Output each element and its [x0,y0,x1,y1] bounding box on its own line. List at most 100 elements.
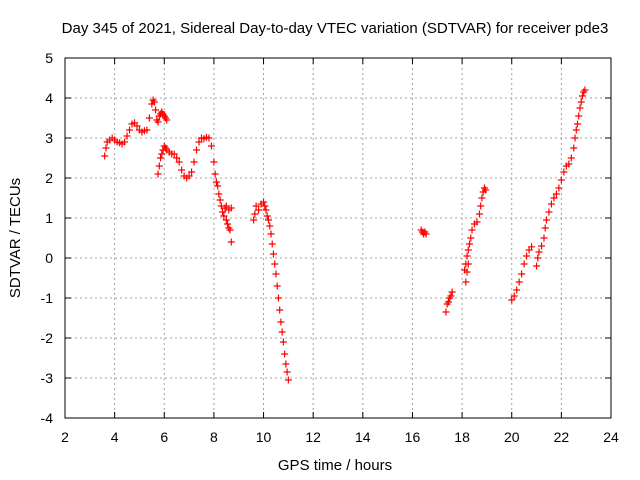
data-point [542,216,550,224]
chart-title: Day 345 of 2021, Sidereal Day-to-day VTE… [62,20,609,37]
data-point [513,286,521,294]
data-point [175,158,183,166]
y-tick-label: -1 [41,290,54,306]
data-point [157,154,165,162]
data-point [581,86,589,94]
data-point [224,220,232,228]
data-point [448,288,456,296]
data-point [534,254,542,262]
data-point [268,240,276,248]
data-point [508,296,516,304]
data-point [444,298,452,306]
data-point [263,212,271,220]
data-point [573,120,581,128]
y-tick-labels: -4 -3 -2 -1 0 1 2 3 4 5 [41,50,54,426]
x-tick-label: 12 [305,429,321,445]
data-point [219,208,227,216]
data-point [222,202,230,210]
data-point [102,144,110,152]
data-point [565,160,573,168]
data-point [185,172,193,180]
data-point [211,170,219,178]
y-tick-label: 3 [45,130,53,146]
data-point [178,166,186,174]
data-point [205,134,213,142]
data-point [255,206,263,214]
data-point [252,202,260,210]
data-point [188,168,196,176]
data-point [545,208,553,216]
data-point [284,376,292,384]
x-axis-label: GPS time / hours [278,457,392,474]
data-point [227,238,235,246]
data-point [155,162,163,170]
data-point [216,196,224,204]
data-point [278,328,286,336]
y-tick-label: 4 [45,90,53,106]
data-point [266,222,274,230]
data-point [570,144,578,152]
data-point [163,116,171,124]
x-tick-label: 22 [554,429,570,445]
data-point [518,270,526,278]
data-point [152,106,160,114]
data-point [265,216,273,224]
data-point [442,308,450,316]
data-point [193,146,201,154]
data-point [212,178,220,186]
data-point [571,134,579,142]
y-tick-label: 5 [45,50,53,66]
data-point [170,150,178,158]
axis-ticks [64,57,612,419]
data-point [250,216,258,224]
data-point [473,218,481,226]
data-point [226,226,234,234]
data-point [523,252,531,260]
data-point [261,202,269,210]
x-tick-label: 20 [504,429,520,445]
data-point [150,98,158,106]
data-point [528,243,536,251]
data-point [533,262,541,270]
data-point [282,360,290,368]
data-point [510,292,518,300]
data-point [541,224,549,232]
data-point [557,176,565,184]
data-point [277,318,285,326]
data-point [468,226,476,234]
data-point [133,122,141,130]
data-point [173,154,181,162]
x-tick-labels: 2 4 6 8 10 12 14 16 18 20 22 24 [61,429,619,445]
data-point [538,242,546,250]
data-point [251,210,259,218]
data-point [276,306,284,314]
data-point [550,194,558,202]
x-tick-label: 14 [355,429,371,445]
grid-lines [65,58,611,418]
data-point [567,154,575,162]
data-point [475,210,483,218]
data-point [262,206,270,214]
x-tick-label: 6 [160,429,168,445]
data-point [464,260,472,268]
data-point [227,204,235,212]
data-point [464,246,472,254]
data-point [422,230,430,238]
data-point [274,294,282,302]
data-point [101,152,109,160]
y-tick-label: -4 [41,410,54,426]
x-tick-label: 2 [61,429,69,445]
data-point [477,202,485,210]
y-tick-label: 1 [45,210,53,226]
data-point [572,126,580,134]
y-tick-label: 2 [45,170,53,186]
data-point [560,168,568,176]
data-point [520,260,528,268]
data-point [195,138,203,146]
data-point [190,158,198,166]
data-point [123,132,131,140]
data-point [478,194,486,202]
y-tick-label: 0 [45,250,53,266]
